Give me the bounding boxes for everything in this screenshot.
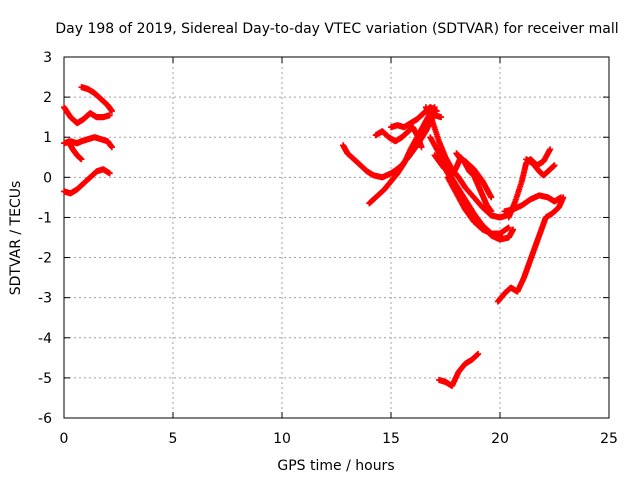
data-point (78, 156, 85, 163)
data-point (505, 224, 512, 231)
data-point (106, 112, 113, 119)
data-point (547, 146, 554, 153)
data-track (523, 156, 558, 179)
data-point (108, 108, 115, 115)
chart-title: Day 198 of 2019, Sidereal Day-to-day VTE… (55, 21, 618, 37)
data-track (340, 112, 445, 181)
plot-frame (63, 56, 610, 419)
data-point (510, 226, 517, 233)
data-series (61, 84, 567, 389)
data-track (444, 174, 512, 237)
y-tick-label: -4 (38, 331, 52, 347)
y-axis-label: SDTVAR / TECUs (8, 181, 24, 296)
y-tick-label: 3 (43, 50, 52, 66)
x-tick-label: 25 (600, 431, 618, 447)
y-tick-label: -6 (38, 411, 52, 427)
x-tick-label: 20 (491, 431, 509, 447)
grid (64, 57, 609, 418)
data-track (78, 84, 115, 115)
data-point (551, 162, 558, 169)
data-track (65, 138, 85, 163)
x-tick-label: 5 (169, 431, 178, 447)
data-point (475, 350, 482, 357)
data-point (438, 114, 445, 121)
data-point (488, 208, 495, 215)
y-tick-label: -3 (38, 291, 52, 307)
data-track (61, 104, 113, 127)
data-point (108, 144, 115, 151)
data-track (494, 194, 567, 305)
data-point (106, 170, 113, 177)
y-tick-label: -5 (38, 371, 52, 387)
x-tick-label: 10 (273, 431, 291, 447)
series-sdtvar (61, 84, 567, 389)
x-tick-label: 0 (60, 431, 69, 447)
y-tick-label: 0 (43, 170, 52, 186)
data-track (61, 166, 113, 197)
y-tick-label: 1 (43, 130, 52, 146)
data-track (501, 192, 565, 215)
data-track (453, 150, 495, 201)
data-track (372, 124, 425, 151)
x-tick-label: 15 (382, 431, 400, 447)
x-axis-label: GPS time / hours (277, 458, 394, 474)
y-tick-label: -2 (38, 251, 52, 267)
y-tick-label: -1 (38, 210, 52, 226)
data-point (418, 144, 425, 151)
y-tick-label: 2 (43, 90, 52, 106)
data-point (433, 108, 440, 115)
data-point (560, 194, 567, 201)
data-track (435, 350, 482, 389)
data-point (488, 194, 495, 201)
data-track (366, 104, 438, 207)
